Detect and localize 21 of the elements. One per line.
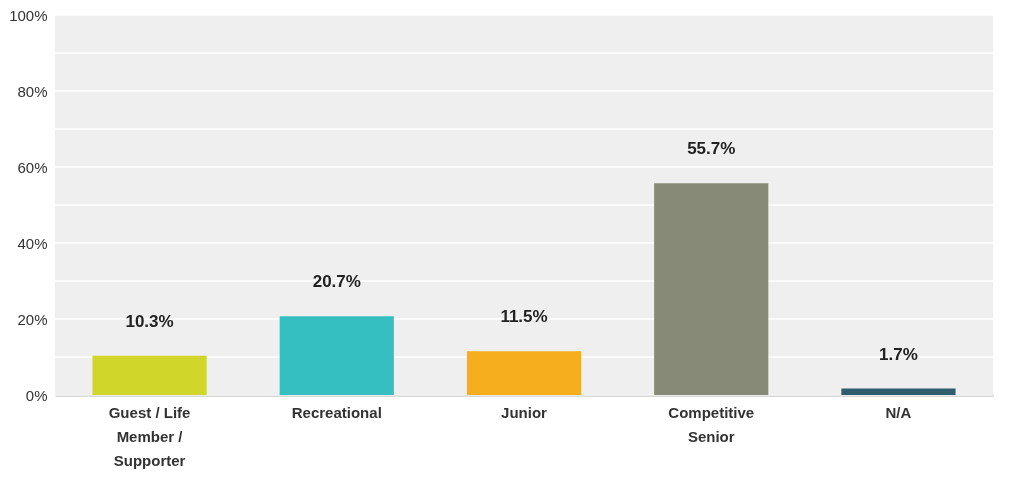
x-tick-label: Competitive Senior	[668, 403, 755, 445]
data-label: 10.3%	[125, 311, 174, 331]
y-tick-label: 60%	[17, 158, 48, 176]
y-tick-label: 0%	[25, 386, 48, 404]
bar	[466, 351, 582, 395]
data-label: 20.7%	[312, 272, 361, 292]
data-label: 11.5%	[500, 307, 548, 327]
x-tick-label: Recreational	[291, 403, 382, 421]
bar	[279, 316, 394, 395]
data-label: 55.7%	[687, 139, 736, 159]
y-tick-label: 40%	[17, 234, 48, 252]
bar	[92, 355, 207, 395]
data-label: 1.7%	[879, 344, 918, 364]
bar	[654, 183, 769, 395]
y-tick-label: 80%	[17, 82, 48, 100]
bar	[841, 388, 956, 395]
x-tick-label: Junior	[501, 403, 548, 421]
y-tick-label: 20%	[17, 310, 48, 328]
x-tick-label: Guest / Life Member / Supporter	[108, 403, 191, 469]
y-tick-label: 100%	[9, 6, 48, 24]
x-tick-label: N/A	[885, 403, 912, 421]
